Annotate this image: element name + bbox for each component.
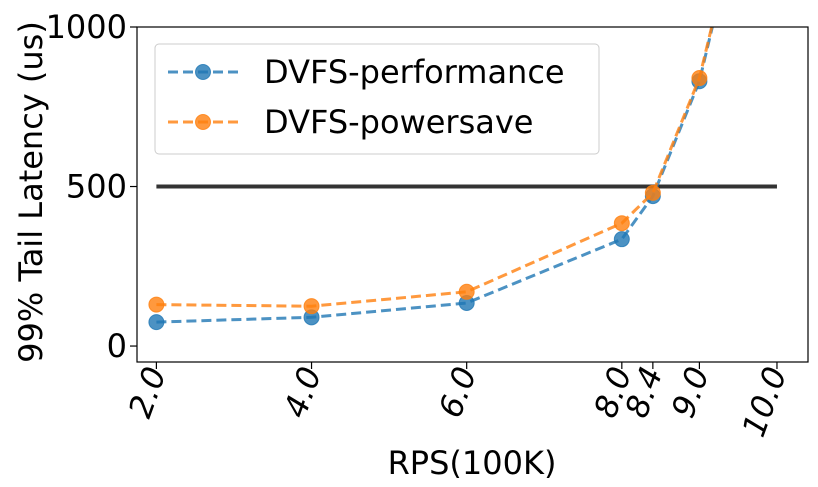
legend-label: DVFS-powersave <box>264 103 533 141</box>
y-tick-label: 1000 <box>46 8 127 46</box>
data-point <box>148 296 165 313</box>
legend: DVFS-performance DVFS-powersave <box>154 43 600 155</box>
x-tick-label: 10.0 <box>734 362 794 442</box>
data-point <box>691 70 708 87</box>
x-tick-label: 2.0 <box>121 362 174 423</box>
data-point <box>613 231 630 248</box>
y-axis-title: 99% Tail Latency (us) <box>12 21 50 363</box>
legend-marker <box>195 64 211 80</box>
y-tick-label: 0 <box>107 327 127 365</box>
series-layer <box>148 27 714 331</box>
x-tick-label: 6.0 <box>431 362 484 423</box>
x-axis-title: RPS(100K) <box>388 444 557 482</box>
data-point <box>613 215 630 232</box>
x-axis-ticks: 2.0 4.0 6.0 8.08.49.0 10.0 <box>121 362 795 442</box>
series-DVFS-powersave <box>148 27 714 315</box>
plot-frame <box>136 26 809 363</box>
data-point <box>644 184 661 201</box>
legend-label: DVFS-performance <box>264 53 565 91</box>
y-axis-ticks: 0 500 1000 <box>46 8 137 365</box>
legend-frame <box>154 43 600 155</box>
x-tick-label: 4.0 <box>276 362 329 423</box>
data-point <box>148 314 165 331</box>
data-point <box>458 283 475 300</box>
x-tick-label: 9.0 <box>664 362 717 423</box>
y-tick-label: 500 <box>66 168 127 206</box>
legend-marker <box>195 114 211 130</box>
data-point <box>303 298 320 315</box>
